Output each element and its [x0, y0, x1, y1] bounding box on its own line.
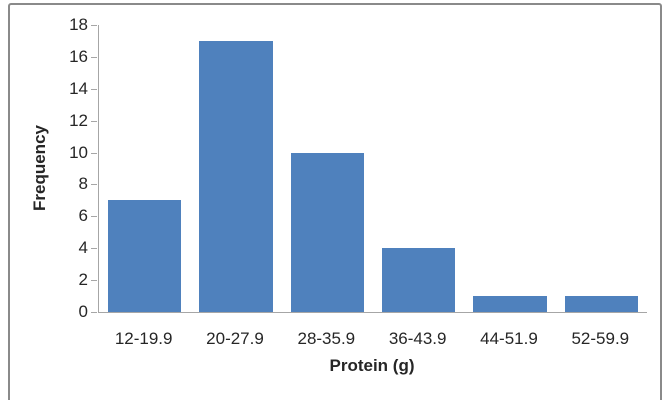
y-tick-label: 2 [78, 270, 88, 289]
x-tick-label: 44-51.9 [480, 329, 538, 348]
bar-44-51.9 [473, 296, 547, 312]
y-tick-label: 14 [69, 79, 88, 98]
y-tick-mark [91, 248, 97, 249]
y-tick-mark [91, 312, 97, 313]
x-tick-label: 36-43.9 [388, 329, 447, 348]
bar-20-27.9 [199, 40, 273, 312]
y-tick-mark [91, 280, 97, 281]
x-tick-label: 28-35.9 [297, 329, 356, 348]
bar-28-35.9 [290, 152, 364, 312]
bars-container [99, 25, 647, 312]
y-tick-mark [91, 57, 97, 58]
bar-slot [373, 25, 464, 312]
y-tick-label: 8 [78, 174, 88, 193]
y-tick-mark [91, 89, 97, 90]
y-tick-mark [91, 25, 97, 26]
bar-slot [190, 25, 281, 312]
y-tick-mark [91, 121, 97, 122]
x-tick-label: 52-59.9 [571, 329, 630, 348]
x-axis-labels: 12-19.9 20-27.9 28-35.9 36-43.9 44-51.9 52-59… [98, 329, 646, 349]
y-tick-label: 10 [69, 143, 88, 162]
x-tick-label: 12-19.9 [114, 329, 173, 348]
bar-slot [556, 25, 647, 312]
y-tick-label: 4 [78, 238, 88, 257]
y-tick-mark [91, 153, 97, 154]
x-tick-label: 20-27.9 [206, 329, 264, 348]
y-tick-label: 6 [78, 206, 88, 225]
bar-36-43.9 [382, 248, 456, 312]
bar-slot [464, 25, 555, 312]
y-tick-label: 0 [78, 302, 88, 321]
bar-slot [282, 25, 373, 312]
plot-area [98, 25, 647, 313]
y-tick-mark [91, 216, 97, 217]
y-tick-label: 18 [69, 15, 88, 34]
x-axis-title: Protein (g) [329, 356, 415, 375]
bar-12-19.9 [108, 200, 182, 312]
y-tick-mark [91, 184, 97, 185]
y-tick-label: 16 [69, 47, 88, 66]
y-axis-title: Frequency [30, 125, 49, 211]
bar-slot [99, 25, 190, 312]
bar-52-59.9 [564, 296, 638, 312]
y-tick-label: 12 [69, 111, 88, 130]
